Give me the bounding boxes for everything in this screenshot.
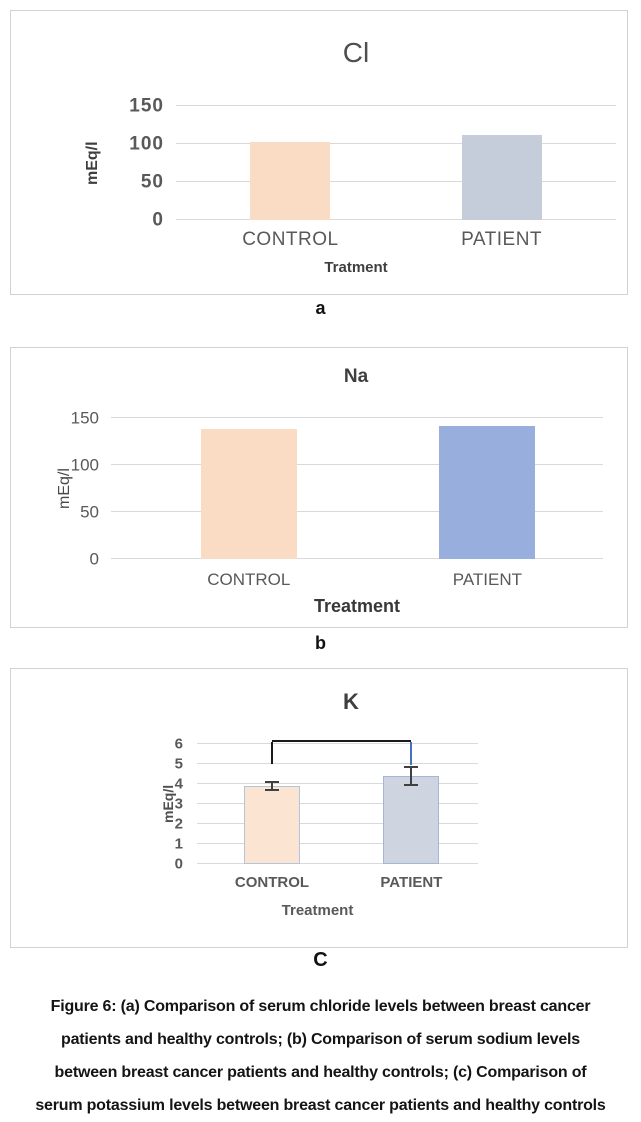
gridline [176, 105, 616, 106]
x-axis-title: Tratment [324, 259, 388, 276]
gridline [197, 823, 478, 825]
error-bar-cap-top [265, 781, 280, 784]
error-bar-control [265, 781, 280, 791]
x-category-labels: CONTROL PATIENT [111, 570, 603, 594]
y-tick-label: 150 [129, 95, 164, 117]
gridline [197, 783, 478, 785]
category-label-patient: PATIENT [461, 229, 543, 250]
gridline [197, 843, 478, 845]
error-bar-line [410, 766, 413, 786]
gridline [197, 743, 478, 744]
figure-caption: Figure 6: (a) Comparison of serum chlori… [35, 998, 606, 1114]
chart-panel-c: K mEq/l 0 1 2 3 4 5 6 CONTROL PATIENT Treatment [10, 668, 628, 948]
category-label-control: CONTROL [234, 874, 310, 891]
bracket-left-drop [271, 742, 274, 764]
gridline [111, 511, 603, 512]
category-label-control: CONTROL [242, 229, 339, 250]
bar-control [200, 429, 297, 559]
bar-control [250, 141, 331, 220]
y-tick-label: 4 [174, 775, 183, 793]
y-tick-label: 0 [174, 855, 183, 873]
y-axis-label: mEq/l [84, 141, 101, 185]
gridline [111, 558, 603, 559]
chart-title-cl: Cl [342, 37, 370, 68]
chart-title-k: K [343, 689, 359, 714]
y-tick-label: 5 [174, 755, 183, 773]
y-tick-label: 150 [70, 408, 99, 428]
panel-label-c: C [313, 949, 328, 971]
gridline [197, 863, 478, 864]
bar-control [244, 786, 301, 864]
x-category-labels: CONTROL PATIENT [197, 874, 478, 898]
gridline [197, 803, 478, 804]
error-bar-cap-top [404, 766, 419, 769]
y-axis-label: mEq/l [56, 468, 73, 509]
y-tick-label: 3 [174, 795, 183, 813]
y-tick-label: 100 [129, 133, 164, 155]
bar-patient [383, 776, 440, 864]
error-bar-patient [404, 766, 419, 786]
y-tick-label: 1 [174, 835, 183, 853]
category-label-control: CONTROL [207, 570, 291, 589]
bracket-right-drop [410, 742, 413, 766]
chart-panel-a: Cl mEq/l 0 50 100 150 CONTROL PATIENT Tratme… [10, 10, 628, 295]
error-bar-cap-bottom [265, 789, 280, 791]
gridline [197, 763, 478, 764]
x-axis-title: Treatment [313, 596, 401, 616]
y-tick-label: 50 [140, 171, 164, 193]
y-tick-label: 50 [80, 502, 99, 522]
y-tick-label: 2 [174, 815, 183, 833]
y-axis-label: mEq/l [160, 784, 176, 824]
gridline [176, 143, 616, 145]
gridline [111, 417, 603, 418]
gridline [176, 219, 616, 220]
y-tick-label: 6 [174, 735, 183, 753]
gridline [176, 181, 616, 183]
error-bar-cap-bottom [404, 784, 419, 786]
chart-title-na: Na [343, 366, 369, 387]
significance-bracket [272, 740, 412, 743]
y-tick-label: 0 [152, 209, 164, 231]
x-category-labels: CONTROL PATIENT [176, 229, 616, 253]
gridline [111, 464, 603, 465]
x-axis-title: Treatment [281, 902, 354, 919]
y-tick-label: 0 [89, 549, 99, 569]
bar-patient [439, 425, 536, 559]
chart-panel-b: Na mEq/l 0 50 100 150 CONTROL PATIENT Treatm… [10, 347, 628, 628]
bar-patient [461, 134, 542, 220]
plot-area-k: 0 1 2 3 4 5 6 [175, 737, 478, 872]
y-tick-label: 100 [70, 455, 99, 475]
panel-label-a: a [315, 298, 326, 318]
plot-area-cl: 0 50 100 150 [129, 97, 616, 230]
category-label-patient: PATIENT [452, 570, 523, 589]
category-label-patient: PATIENT [380, 874, 443, 891]
plot-area-na: 0 50 100 150 [71, 410, 603, 568]
panel-label-b: b [315, 633, 326, 653]
error-bar-line [271, 781, 274, 791]
